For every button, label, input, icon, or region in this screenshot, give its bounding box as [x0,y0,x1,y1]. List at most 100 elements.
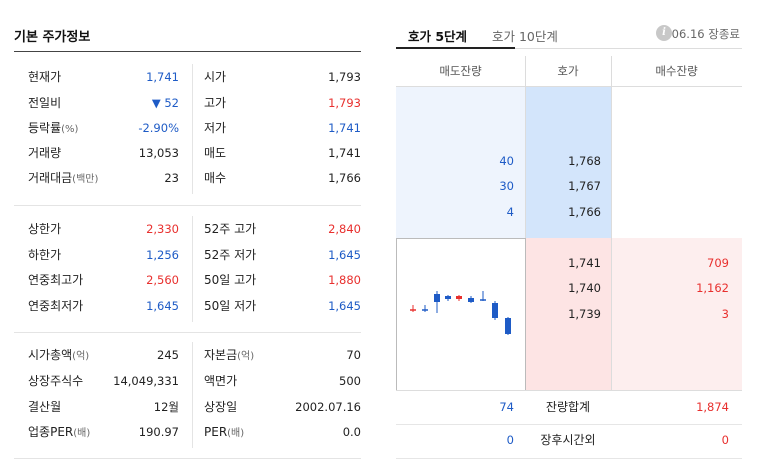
field-label: 저가 [204,121,227,135]
tab-10-levels[interactable]: 호가 10단계 [492,29,558,44]
candle-chart-svg [410,291,511,335]
field-value: 23 [164,171,179,185]
field-value: 1,741 [146,70,179,84]
column-divider [192,64,193,194]
total-bid-qty: 1,874 [696,400,729,414]
info-row: 현재가 1,741 시가 1,793 [14,66,361,88]
field-label: 업종PER(배) [28,425,91,439]
field-label: 하한가 [28,248,62,262]
field-label: 거래량 [28,146,62,160]
field-label: 시가 [204,70,227,84]
field-value: 0.0 [342,425,361,439]
group-divider [14,205,361,206]
total-label: 잔량합계 [545,400,591,414]
ask-price-area [525,87,611,238]
info-row: 거래대금(백만) 23 매수 1,766 [14,167,361,189]
header-ask-qty: 매도잔량 [439,64,482,78]
ask-price[interactable]: 1,766 [568,205,601,219]
column-divider [525,56,526,391]
info-row: 연중최저가 1,645 50일 저가 1,645 [14,295,361,317]
bid-qty: 709 [707,256,729,270]
bid-qty: 1,162 [696,281,729,295]
ask-price[interactable]: 1,767 [568,179,601,193]
basic-info-title: 기본 주가정보 [14,30,91,45]
market-status-label: 06.16 장종료 [671,27,740,41]
candle [422,305,428,312]
field-label: 50일 저가 [204,299,257,313]
field-value: 1,256 [146,248,179,262]
total-ask-qty: 74 [499,400,514,414]
field-value: 14,049,331 [113,374,179,388]
candle [468,296,474,303]
header-price: 호가 [557,64,579,78]
field-value: 1,741 [328,146,361,160]
group-divider [14,332,361,333]
field-label: 상장주식수 [28,374,84,388]
basic-info-panel: 기본 주가정보 현재가 1,741 시가 1,793 전일비 ▼ 52 고가 1,793 등락률… [14,0,361,473]
info-row: 등락률(%) -2.90% 저가 1,741 [14,117,361,139]
info-icon[interactable]: i [656,25,672,41]
field-value: 1,741 [328,121,361,135]
info-row: 연중최고가 2,560 50일 고가 1,880 [14,269,361,291]
field-value: 1,793 [328,96,361,110]
field-value: ▼ 52 [151,96,179,110]
after-hours-label: 장후시간외 [540,433,596,447]
bid-price[interactable]: 1,740 [568,281,601,295]
info-row: 업종PER(배) 190.97 PER(배) 0.0 [14,421,361,443]
info-row: 전일비 ▼ 52 고가 1,793 [14,92,361,114]
after-hours-ask-qty: 0 [506,433,514,447]
column-divider [192,216,193,322]
bid-price[interactable]: 1,741 [568,256,601,270]
field-value: 2002.07.16 [295,400,361,414]
after-hours-bid-qty: 0 [721,433,729,447]
ask-qty: 4 [506,205,514,219]
field-label: 상장일 [204,400,238,414]
ask-qty: 40 [499,154,514,168]
bid-qty-area [611,238,742,390]
candle [480,291,486,301]
field-value: 70 [346,348,361,362]
bid-qty: 3 [721,307,729,321]
field-value: 12월 [153,400,179,414]
field-value: 1,793 [328,70,361,84]
field-label: 전일비 [28,96,62,110]
tab-5-levels[interactable]: 호가 5단계 [408,29,468,44]
tab-divider [515,48,742,49]
candle [505,317,511,335]
group-divider [14,458,361,459]
field-value: -2.90% [138,121,179,135]
candle [492,301,498,320]
bid-price[interactable]: 1,739 [568,307,601,321]
field-label: 액면가 [204,374,238,388]
info-row: 상장주식수 14,049,331 액면가 500 [14,370,361,392]
field-label: 매수 [204,171,227,185]
field-label: 52주 저가 [204,248,257,262]
info-row: 결산월 12월 상장일 2002.07.16 [14,396,361,418]
field-label: 등락률(%) [28,121,79,135]
header-bid-qty: 매수잔량 [655,64,698,78]
field-label: 52주 고가 [204,222,257,236]
field-label: 거래대금(백만) [28,171,99,185]
orderbook-panel: 호가 5단계 호가 10단계 i 06.16 장종료 매도잔량 호가 매수잔량 … [396,0,742,473]
bid-price-area [525,238,611,390]
field-label: 연중최고가 [28,273,84,287]
candle [410,305,416,312]
info-row: 하한가 1,256 52주 저가 1,645 [14,244,361,266]
header-divider [396,86,742,87]
ask-qty: 30 [499,179,514,193]
field-value: 1,645 [328,299,361,313]
info-row: 상한가 2,330 52주 고가 2,840 [14,218,361,240]
candle [434,291,440,313]
field-value: 1,766 [328,171,361,185]
ask-price[interactable]: 1,768 [568,154,601,168]
field-value: 1,645 [328,248,361,262]
field-label: 상한가 [28,222,62,236]
info-row: 거래량 13,053 매도 1,741 [14,142,361,164]
field-value: 500 [339,374,361,388]
title-divider [14,51,361,52]
field-value: 2,560 [146,273,179,287]
ask-qty-area [396,87,525,238]
field-value: 2,840 [328,222,361,236]
row-divider [396,424,742,425]
intraday-mini-chart [396,238,526,391]
